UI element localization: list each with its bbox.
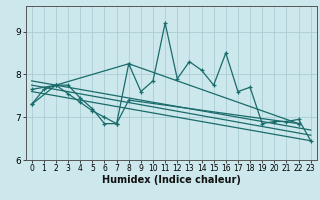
X-axis label: Humidex (Indice chaleur): Humidex (Indice chaleur) — [102, 175, 241, 185]
